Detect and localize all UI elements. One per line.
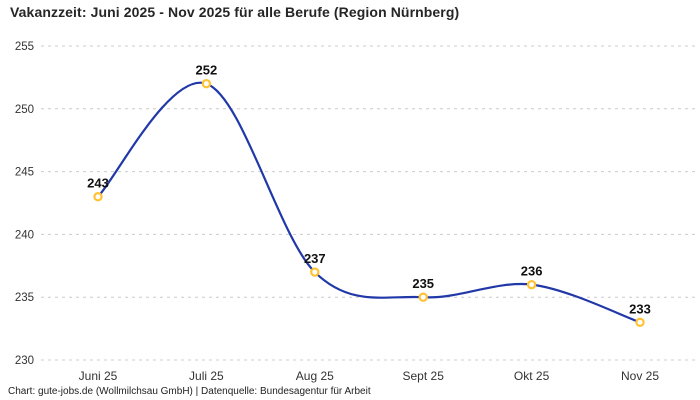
data-point-marker[interactable]: [635, 317, 645, 328]
chart-source-credit: Chart: gute-jobs.de (Wollmilchsau GmbH) …: [8, 386, 371, 397]
data-point-label: 237: [304, 251, 326, 266]
data-point-marker[interactable]: [418, 292, 428, 302]
data-point-label: 243: [87, 176, 109, 191]
y-tick-label: 245: [15, 167, 34, 179]
data-point-label: 235: [412, 276, 434, 291]
data-point-label: 252: [196, 63, 218, 78]
y-tick-label: 235: [15, 292, 34, 304]
data-point-marker[interactable]: [93, 192, 103, 202]
x-tick-label: Sept 25: [403, 369, 445, 383]
y-tick-label: 255: [15, 41, 34, 53]
data-point-marker[interactable]: [310, 267, 320, 277]
x-tick-label: Aug 25: [296, 369, 334, 383]
data-point-marker[interactable]: [526, 279, 537, 290]
series-line: [96, 81, 642, 324]
chart-title: Vakanzzeit: Juni 2025 - Nov 2025 für all…: [10, 4, 460, 20]
x-tick-label: Juni 25: [79, 369, 118, 383]
data-point-label: 233: [629, 301, 651, 316]
y-tick-label: 250: [15, 104, 34, 116]
y-tick-label: 240: [15, 229, 34, 241]
x-tick-label: Okt 25: [514, 369, 550, 383]
data-point-label: 236: [521, 264, 543, 279]
data-point-marker[interactable]: [201, 78, 212, 89]
x-tick-label: Nov 25: [621, 369, 659, 383]
x-tick-label: Juli 25: [189, 369, 224, 383]
y-tick-label: 230: [15, 355, 34, 367]
